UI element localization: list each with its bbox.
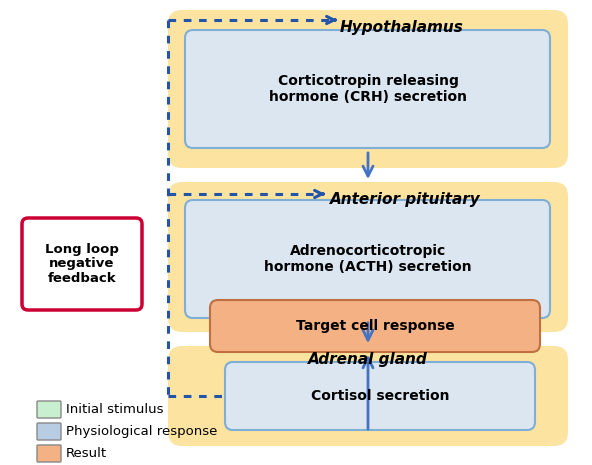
Text: Hypothalamus: Hypothalamus [340,20,464,35]
Text: Adrenocorticotropic
hormone (ACTH) secretion: Adrenocorticotropic hormone (ACTH) secre… [264,244,472,274]
Text: Target cell response: Target cell response [295,319,455,333]
FancyBboxPatch shape [225,362,535,430]
FancyBboxPatch shape [168,182,568,332]
FancyBboxPatch shape [185,30,550,148]
Text: Corticotropin releasing
hormone (CRH) secretion: Corticotropin releasing hormone (CRH) se… [269,74,467,104]
FancyBboxPatch shape [37,423,61,440]
FancyBboxPatch shape [168,346,568,446]
FancyBboxPatch shape [185,200,550,318]
FancyBboxPatch shape [37,445,61,462]
Text: Cortisol secretion: Cortisol secretion [311,389,449,403]
Text: Result: Result [66,447,107,460]
FancyBboxPatch shape [210,300,540,352]
Text: Adrenal gland: Adrenal gland [308,352,428,367]
Text: Initial stimulus: Initial stimulus [66,403,163,416]
Text: Long loop
negative
feedback: Long loop negative feedback [45,243,119,286]
Text: Physiological response: Physiological response [66,425,217,438]
FancyBboxPatch shape [168,10,568,168]
FancyBboxPatch shape [37,401,61,418]
FancyBboxPatch shape [22,218,142,310]
Text: Anterior pituitary: Anterior pituitary [330,192,481,207]
